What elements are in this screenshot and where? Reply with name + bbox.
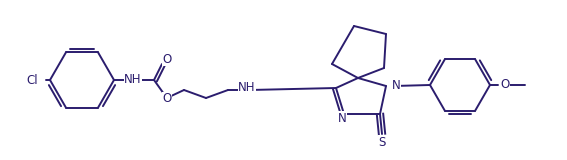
Text: N: N bbox=[337, 112, 346, 124]
Text: NH: NH bbox=[124, 72, 142, 85]
Text: O: O bbox=[162, 52, 172, 65]
Text: O: O bbox=[500, 77, 510, 91]
Text: N: N bbox=[392, 79, 401, 92]
Text: Cl: Cl bbox=[27, 73, 38, 87]
Text: S: S bbox=[378, 136, 386, 148]
Text: O: O bbox=[162, 92, 172, 105]
Text: NH: NH bbox=[238, 80, 256, 93]
